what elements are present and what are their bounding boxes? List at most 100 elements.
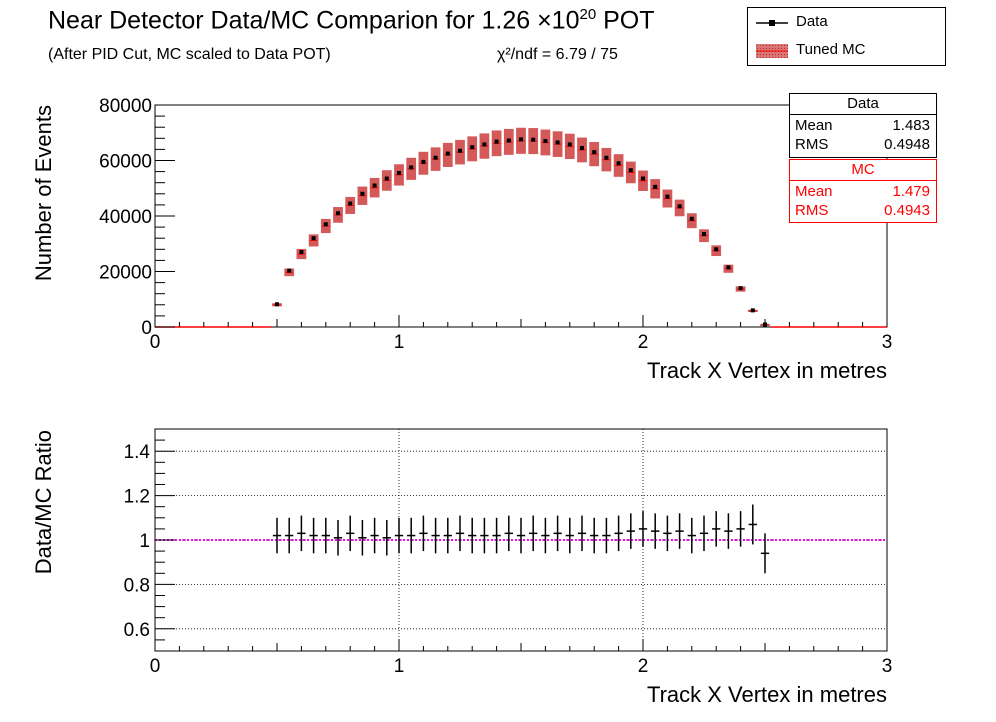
stats-mc-title: MC bbox=[790, 160, 936, 181]
y-tick-label: 0.8 bbox=[124, 575, 150, 596]
data-point bbox=[604, 155, 609, 160]
legend-label-mc: Tuned MC bbox=[796, 41, 866, 58]
data-point bbox=[592, 150, 597, 155]
data-point bbox=[421, 159, 426, 164]
chart-title: Near Detector Data/MC Comparion for 1.26… bbox=[48, 6, 655, 35]
data-point bbox=[299, 250, 304, 255]
y-tick-label: 1.4 bbox=[124, 442, 151, 463]
data-point bbox=[726, 265, 731, 270]
y-tick-label: 1 bbox=[139, 531, 150, 552]
data-point bbox=[458, 148, 462, 153]
data-point bbox=[506, 138, 511, 143]
data-point bbox=[689, 216, 694, 221]
data-point bbox=[628, 168, 633, 173]
stats-data-rms-value: 0.4948 bbox=[884, 136, 930, 153]
data-point bbox=[555, 140, 560, 145]
data-point bbox=[653, 184, 658, 189]
y-tick-label: 0.6 bbox=[124, 620, 150, 641]
x-tick-label: 0 bbox=[150, 656, 161, 677]
data-point bbox=[543, 139, 548, 144]
data-point bbox=[641, 176, 645, 181]
data-point bbox=[750, 308, 755, 313]
stats-mc-rms-value: 0.4943 bbox=[884, 202, 930, 219]
y-tick-label: 60000 bbox=[99, 152, 152, 173]
y-tick-label: 20000 bbox=[99, 263, 152, 284]
data-point bbox=[275, 302, 279, 307]
data-point bbox=[470, 145, 475, 150]
data-point bbox=[372, 183, 377, 188]
event-count-panel: 0 1 2 3 0 20000 40000 60000 80000 Track X Verte… bbox=[31, 96, 892, 383]
data-marker-icon bbox=[756, 20, 788, 26]
data-point bbox=[311, 236, 316, 241]
ratio-points-group bbox=[272, 504, 770, 574]
y-tick-label: 1.2 bbox=[124, 487, 150, 508]
stats-mc-mean-label: Mean bbox=[795, 183, 833, 200]
stats-mc-rms-row: RMS 0.4943 bbox=[790, 200, 936, 222]
data-point bbox=[567, 142, 572, 147]
chart-title-exponent: 20 bbox=[579, 6, 597, 23]
bottom-x-ticks: 0 1 2 3 bbox=[150, 639, 893, 677]
data-point bbox=[336, 211, 340, 216]
x-tick-label: 1 bbox=[394, 656, 405, 677]
data-points-group bbox=[275, 137, 767, 327]
data-point bbox=[580, 146, 584, 151]
bottom-x-axis-title: Track X Vertex in metres bbox=[647, 682, 887, 707]
y-tick-label: 80000 bbox=[99, 96, 152, 117]
data-point bbox=[531, 137, 536, 142]
x-tick-label: 2 bbox=[638, 332, 649, 353]
chart-subtitle: (After PID Cut, MC scaled to Data POT) bbox=[48, 46, 331, 63]
stats-box-mc: MC Mean 1.479 RMS 0.4943 bbox=[789, 159, 937, 223]
top-x-ticks: 0 1 2 3 bbox=[150, 315, 893, 353]
stats-mc-rms-label: RMS bbox=[795, 202, 829, 219]
data-point bbox=[702, 232, 706, 237]
x-tick-label: 3 bbox=[882, 332, 893, 353]
top-x-axis-title: Track X Vertex in metres bbox=[647, 358, 887, 383]
data-point bbox=[384, 176, 389, 181]
data-point bbox=[677, 204, 682, 209]
data-point bbox=[714, 247, 719, 252]
chart-title-tail: POT bbox=[596, 6, 655, 35]
x-tick-label: 0 bbox=[150, 332, 161, 353]
chart-title-text: Near Detector Data/MC Comparion for 1.26… bbox=[48, 6, 580, 35]
legend: Data Tuned MC bbox=[747, 7, 946, 66]
mc-band-icon bbox=[756, 44, 788, 58]
stats-data-title: Data bbox=[790, 94, 936, 115]
data-point bbox=[494, 139, 499, 144]
mc-line-group bbox=[155, 140, 887, 328]
ratio-panel: 0 1 2 3 0.6 0.8 1 1.2 1.4 Track X Vertex in met… bbox=[31, 428, 893, 707]
stats-box-data: Data Mean 1.483 RMS 0.4948 bbox=[789, 93, 937, 158]
data-point bbox=[348, 201, 353, 206]
stats-mc-mean-value: 1.479 bbox=[892, 183, 930, 200]
data-point bbox=[433, 155, 438, 160]
data-point bbox=[360, 191, 365, 196]
top-y-axis-title: Number of Events bbox=[31, 105, 56, 281]
mc-band-group bbox=[272, 127, 770, 327]
chi2-label: χ²/ndf = 6.79 / 75 bbox=[497, 46, 618, 63]
stats-data-mean-label: Mean bbox=[795, 117, 833, 134]
data-point bbox=[397, 170, 401, 175]
legend-label-data: Data bbox=[796, 13, 828, 30]
data-point bbox=[738, 286, 743, 291]
stats-data-rms-label: RMS bbox=[795, 136, 829, 153]
stats-mc-mean-row: Mean 1.479 bbox=[790, 181, 936, 203]
x-tick-label: 1 bbox=[394, 332, 405, 353]
stats-data-mean-row: Mean 1.483 bbox=[790, 115, 936, 137]
bottom-y-axis-title: Data/MC Ratio bbox=[31, 430, 56, 574]
data-point bbox=[482, 142, 487, 147]
data-point bbox=[287, 268, 292, 273]
data-point bbox=[616, 161, 621, 166]
x-tick-label: 3 bbox=[882, 656, 893, 677]
data-point bbox=[409, 165, 414, 170]
y-tick-label: 40000 bbox=[99, 207, 152, 228]
legend-item-mc: Tuned MC bbox=[748, 38, 945, 64]
data-point bbox=[445, 151, 450, 156]
data-point bbox=[519, 137, 523, 142]
stats-data-mean-value: 1.483 bbox=[892, 117, 930, 134]
bottom-y-ticks: 0.6 0.8 1 1.2 1.4 bbox=[124, 428, 175, 652]
data-point bbox=[665, 194, 670, 199]
y-tick-label: 0 bbox=[141, 318, 152, 339]
top-y-ticks: 0 20000 40000 60000 80000 bbox=[99, 96, 175, 339]
data-point bbox=[323, 222, 328, 227]
stats-data-rms-row: RMS 0.4948 bbox=[790, 134, 936, 156]
